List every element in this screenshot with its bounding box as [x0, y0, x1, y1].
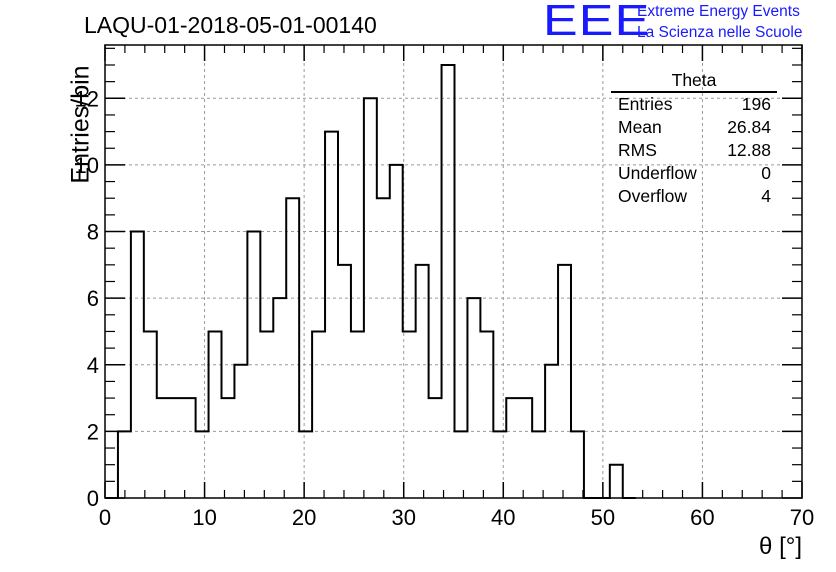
y-tick-label: 10: [75, 153, 99, 178]
histogram-title: LAQU-01-2018-05-01-00140: [84, 12, 377, 38]
y-axis-label: Entries/bin: [66, 65, 95, 184]
x-tick-label: 20: [292, 505, 316, 530]
logo-line-2: La Scienza nelle Scuole: [637, 24, 803, 41]
stats-row-entries: Entries 196: [611, 93, 777, 116]
x-axis-label: θ [°]: [759, 533, 802, 560]
y-tick-label: 2: [87, 419, 99, 444]
y-tick-label: 12: [75, 86, 99, 111]
stats-label: Underflow: [618, 163, 697, 183]
y-tick-label: 0: [87, 486, 99, 511]
stats-label: Overflow: [618, 186, 688, 206]
stats-value: 12.88: [727, 140, 771, 160]
x-tick-label: 10: [192, 505, 216, 530]
stats-row-mean: Mean 26.84: [611, 116, 777, 139]
stats-value: 0: [761, 163, 771, 183]
stats-box: Theta Entries 196 Mean 26.84 RMS 12.88 U…: [611, 70, 777, 208]
stats-title: Theta: [611, 70, 777, 93]
x-tick-label: 50: [591, 505, 615, 530]
stats-row-rms: RMS 12.88: [611, 139, 777, 162]
stats-label: Mean: [618, 117, 662, 137]
stats-label: Entries: [618, 94, 673, 114]
x-tick-label: 70: [790, 505, 814, 530]
x-tick-label: 40: [491, 505, 515, 530]
y-tick-label: 6: [87, 286, 99, 311]
plot-frame: [104, 44, 803, 499]
y-tick-label: 8: [87, 220, 99, 245]
y-tick-label: 4: [87, 353, 99, 378]
logo-line-1: Extreme Energy Events: [637, 3, 800, 20]
stats-row-overflow: Overflow 4: [611, 185, 777, 208]
x-tick-label: 0: [99, 505, 111, 530]
stats-label: RMS: [618, 140, 657, 160]
stats-value: 26.84: [727, 117, 771, 137]
stats-value: 4: [761, 186, 771, 206]
x-tick-label: 60: [690, 505, 714, 530]
x-tick-label: 30: [391, 505, 415, 530]
stats-row-underflow: Underflow 0: [611, 162, 777, 185]
histogram-series: [105, 63, 636, 499]
stats-value: 196: [741, 94, 771, 114]
eee-logo: EEE: [543, 0, 651, 45]
